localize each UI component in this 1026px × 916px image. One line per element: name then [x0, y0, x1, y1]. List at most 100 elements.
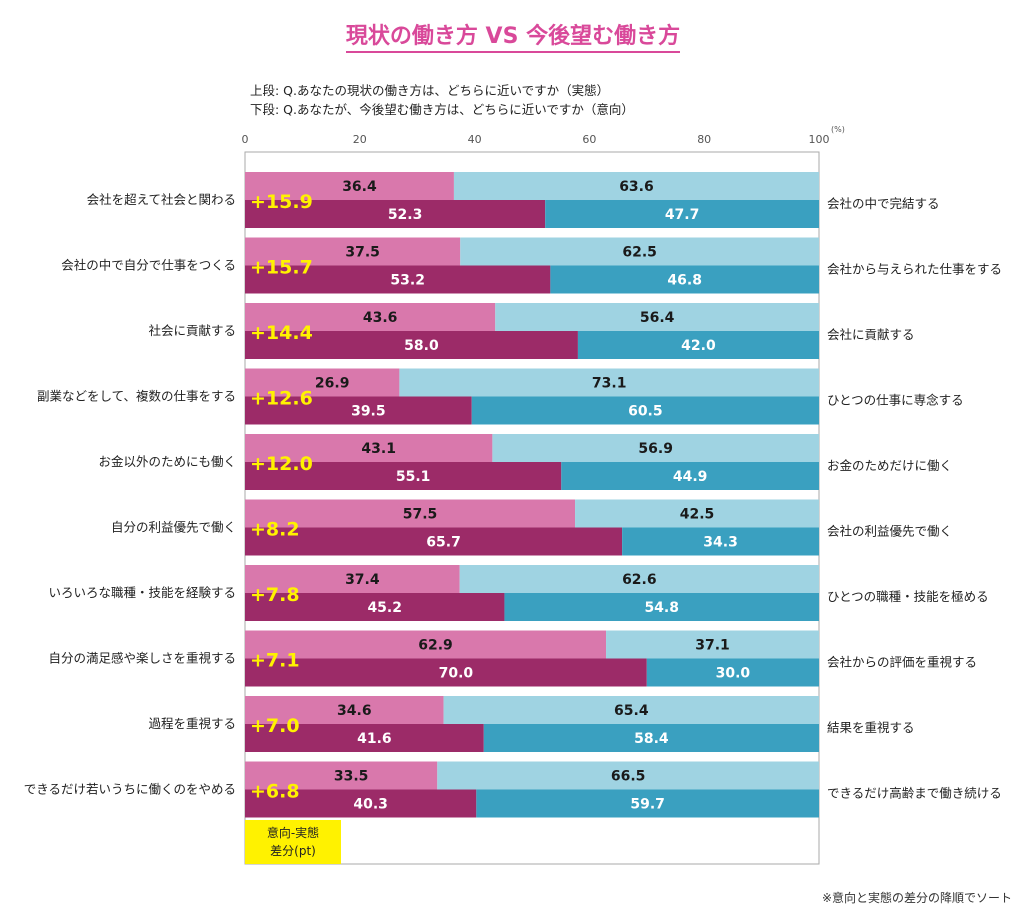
bar-actual-right: [606, 630, 819, 659]
row-label-right: ひとつの仕事に専念する: [827, 393, 964, 408]
row-label-right: 会社に貢献する: [827, 327, 915, 342]
bar-actual-left: [245, 565, 460, 593]
value-label-actual-right: 37.1: [695, 638, 730, 654]
question-upper: 上段: Q.あなたの現状の働き方は、どちらに近いですか（実態）: [250, 83, 610, 98]
axis-tick-label: 0: [242, 133, 249, 146]
question-lower: 下段: Q.あなたが、今後望む働き方は、どちらに近いですか（意向）: [250, 102, 634, 117]
value-label-actual-left: 37.4: [345, 572, 380, 588]
diff-value-label: +14.4: [250, 322, 313, 344]
bar-desired-left: [245, 200, 546, 228]
value-label-desired-right: 42.0: [681, 338, 716, 354]
row-label-left: 会社の中で自分で仕事をつくる: [61, 258, 236, 273]
bar-actual-left: [245, 434, 493, 462]
value-label-actual-right: 62.6: [622, 572, 657, 588]
bar-desired-right: [577, 331, 819, 359]
value-label-desired-right: 58.4: [634, 731, 669, 747]
axis-tick-label: 20: [353, 133, 367, 146]
row-label-left: 自分の満足感や楽しさを重視する: [48, 651, 236, 666]
bar-desired-left: [245, 331, 578, 359]
chart-title: 現状の働き方 VS 今後望む働き方: [0, 18, 1026, 53]
value-label-desired-left: 40.3: [353, 797, 388, 813]
axis-tick-label: 40: [468, 133, 482, 146]
row-label-right: 会社からの評価を重視する: [827, 655, 977, 670]
diff-legend-box: 意向-実態 差分(pt): [245, 820, 341, 864]
value-label-desired-left: 52.3: [388, 207, 423, 223]
bar-actual-left: [245, 368, 400, 397]
bar-actual-right: [495, 303, 819, 331]
bar-actual-left: [245, 630, 607, 659]
diff-value-label: +15.7: [250, 257, 313, 279]
bar-desired-right: [622, 527, 819, 556]
diff-value-label: +12.0: [250, 453, 313, 475]
bar-actual-left: [245, 499, 576, 528]
value-label-desired-left: 41.6: [357, 731, 392, 747]
bar-desired-left: [245, 396, 472, 425]
row-label-left: 過程を重視する: [148, 716, 236, 731]
row-label-right: お金のためだけに働く: [827, 458, 952, 473]
value-label-desired-left: 39.5: [351, 404, 386, 420]
value-label-desired-right: 30.0: [716, 666, 751, 682]
value-label-actual-right: 42.5: [680, 507, 715, 523]
bar-actual-right: [459, 565, 819, 593]
value-label-actual-left: 26.9: [315, 376, 350, 392]
bar-actual-left: [245, 303, 496, 331]
value-label-desired-right: 46.8: [667, 273, 702, 289]
value-label-desired-right: 54.8: [644, 600, 679, 616]
row-label-right: 会社から与えられた仕事をする: [827, 262, 1002, 277]
bar-actual-left: [245, 696, 444, 724]
value-label-actual-left: 36.4: [342, 179, 377, 195]
value-label-desired-left: 70.0: [439, 666, 474, 682]
bar-desired-left: [245, 593, 505, 621]
bar-actual-left: [245, 761, 438, 790]
bar-desired-right: [646, 658, 819, 687]
bar-desired-right: [483, 724, 819, 752]
row-label-right: できるだけ高齢まで働き続ける: [827, 786, 1002, 801]
bar-actual-right: [492, 434, 819, 462]
value-label-actual-right: 63.6: [619, 179, 654, 195]
value-label-actual-left: 37.5: [345, 245, 380, 261]
diff-legend-line1: 意向-実態: [266, 826, 320, 840]
bar-desired-right: [504, 593, 819, 621]
bar-actual-left: [245, 237, 461, 266]
row-label-left: 副業などをして、複数の仕事をする: [37, 389, 236, 404]
diff-value-label: +7.1: [250, 650, 300, 672]
value-label-actual-right: 73.1: [592, 376, 627, 392]
axis-tick-label: 100: [809, 133, 830, 146]
diff-value-label: +7.0: [250, 715, 300, 737]
value-label-desired-left: 53.2: [390, 273, 425, 289]
axis-tick-label: 80: [697, 133, 711, 146]
bar-actual-right: [460, 237, 819, 266]
row-label-left: いろいろな職種・技能を経験する: [48, 585, 236, 600]
value-label-desired-left: 65.7: [426, 535, 461, 551]
diff-legend-line2: 差分(pt): [270, 844, 316, 858]
value-label-actual-left: 34.6: [337, 703, 372, 719]
row-label-left: 自分の利益優先で働く: [111, 520, 236, 535]
value-label-actual-right: 65.4: [614, 703, 649, 719]
value-label-desired-left: 45.2: [367, 600, 402, 616]
diff-value-label: +15.9: [250, 191, 313, 213]
bar-actual-right: [399, 368, 819, 397]
bar-desired-right: [561, 462, 819, 490]
value-label-desired-left: 58.0: [404, 338, 439, 354]
value-label-actual-left: 43.6: [363, 310, 398, 326]
bar-desired-right: [545, 200, 819, 228]
row-label-right: 会社の中で完結する: [827, 196, 940, 211]
bar-actual-right: [453, 172, 819, 200]
value-label-actual-right: 62.5: [622, 245, 657, 261]
value-label-desired-right: 60.5: [628, 404, 663, 420]
value-label-actual-right: 66.5: [611, 769, 646, 785]
value-label-actual-left: 62.9: [418, 638, 453, 654]
bar-desired-right: [550, 265, 819, 294]
axis-tick-label: 60: [582, 133, 596, 146]
bar-actual-right: [437, 761, 819, 790]
bar-desired-right: [471, 396, 819, 425]
value-label-desired-right: 44.9: [673, 469, 708, 485]
row-label-right: 会社の利益優先で働く: [827, 524, 952, 539]
row-label-right: ひとつの職種・技能を極める: [827, 589, 989, 604]
bar-actual-left: [245, 172, 454, 200]
bar-actual-right: [443, 696, 819, 724]
diff-value-label: +8.2: [250, 519, 300, 541]
bar-actual-right: [575, 499, 819, 528]
bar-desired-left: [245, 265, 551, 294]
